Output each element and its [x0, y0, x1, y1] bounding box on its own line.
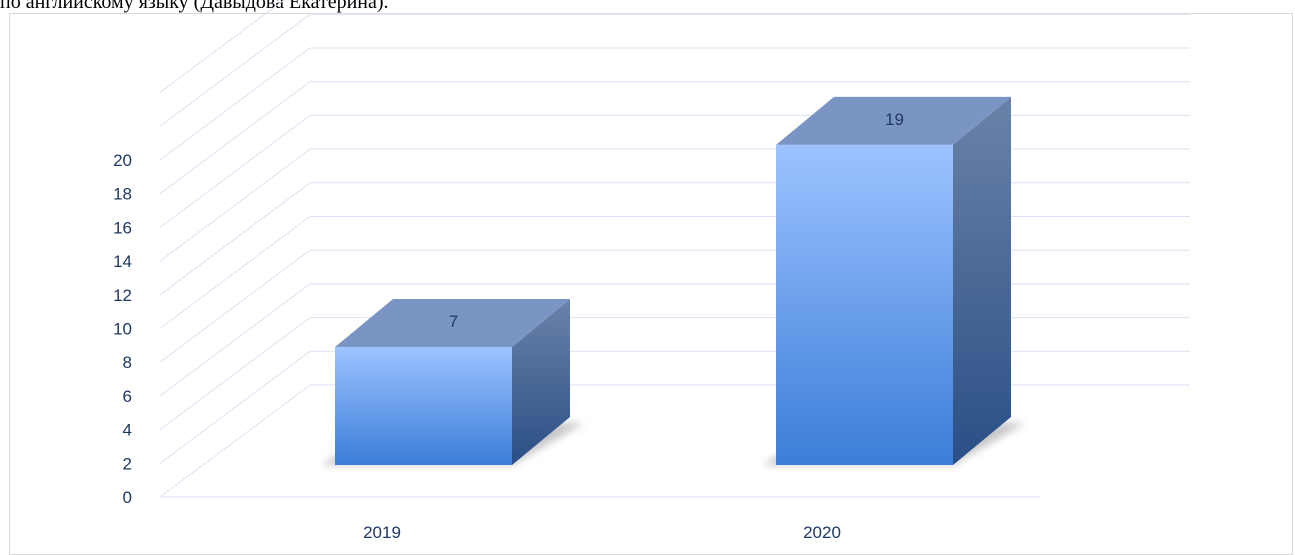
bar: [776, 144, 953, 465]
y-tick-label: 10: [113, 320, 132, 339]
x-tick-label: 2019: [363, 523, 401, 542]
y-tick-label: 8: [123, 353, 132, 372]
document-caption: по английскому языку (Давыдова Екатерина…: [0, 0, 389, 13]
gridline-depth: [159, 148, 311, 262]
data-label: 7: [449, 312, 458, 331]
gridline-depth: [159, 317, 311, 431]
y-tick-label: 20: [113, 151, 132, 170]
y-tick-label: 12: [113, 286, 132, 305]
y-tick-label: 6: [123, 387, 132, 406]
data-label: 19: [885, 110, 904, 129]
x-tick-label: 2020: [803, 523, 841, 542]
gridline-depth: [159, 384, 311, 498]
y-tick-label: 14: [113, 252, 132, 271]
gridline-depth: [159, 216, 311, 329]
y-tick-label: 18: [113, 185, 132, 204]
bar-side: [953, 96, 1011, 465]
bar-side: [512, 299, 570, 465]
bar-top: [776, 96, 1011, 145]
gridline-depth: [159, 81, 311, 195]
y-tick-label: 16: [113, 218, 132, 237]
bar-top: [335, 299, 570, 348]
gridline-depth: [159, 13, 311, 127]
gridline-depth: [159, 283, 311, 397]
y-tick-label: 0: [123, 488, 132, 507]
gridline-depth: [159, 114, 311, 228]
gridline-depth: [159, 47, 311, 161]
gridline-depth: [159, 0, 285, 94]
gridline-depth: [159, 249, 311, 363]
gridline-depth: [159, 350, 311, 464]
y-tick-label: 4: [123, 421, 132, 440]
y-tick-label: 2: [123, 454, 132, 473]
gridline-depth: [159, 182, 311, 296]
bar: [335, 347, 512, 465]
